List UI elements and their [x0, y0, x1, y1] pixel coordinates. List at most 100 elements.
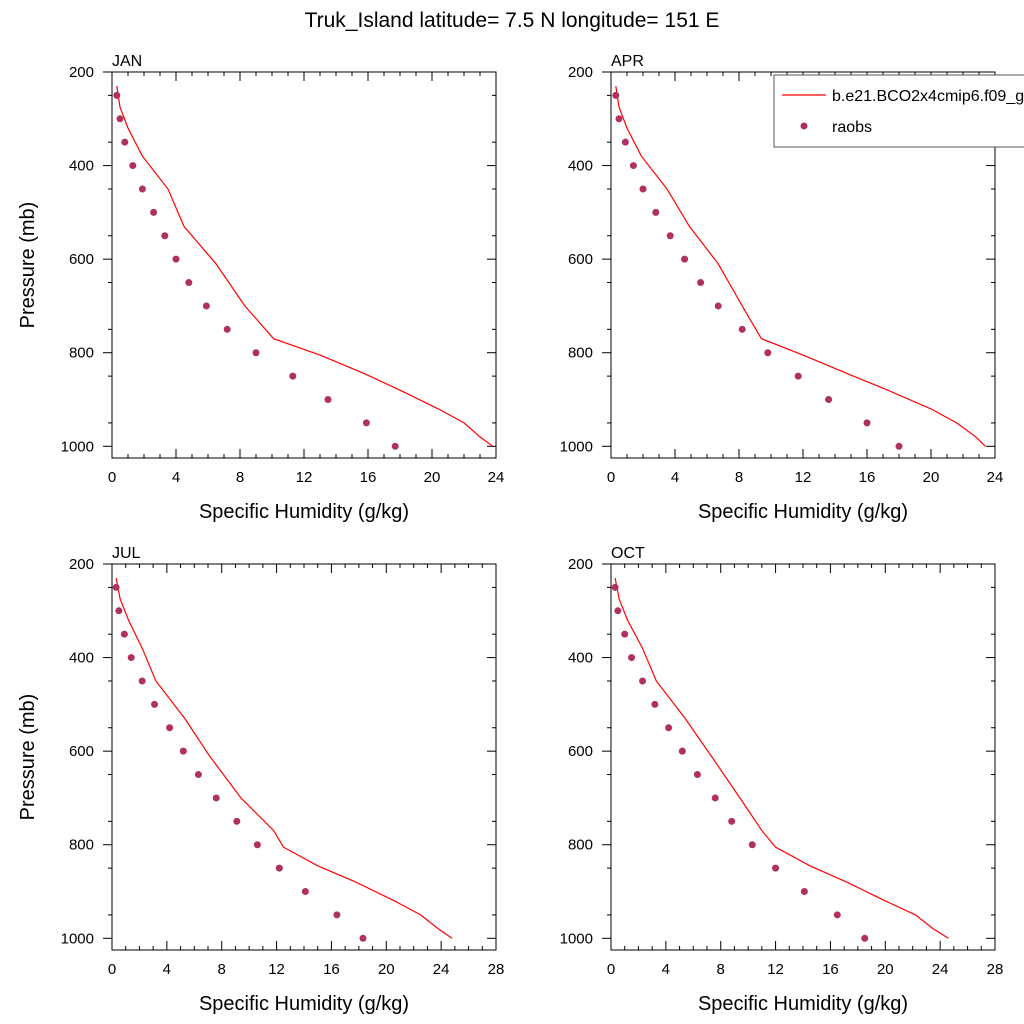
obs-point: [116, 115, 124, 123]
x-tick-label: 12: [767, 961, 784, 978]
obs-point: [711, 794, 719, 802]
y-tick-label: 800: [69, 837, 94, 854]
obs-point: [129, 162, 137, 170]
x-tick-label: 0: [108, 961, 116, 978]
y-tick-label: 600: [568, 251, 593, 268]
obs-point: [179, 747, 187, 755]
obs-point: [333, 911, 341, 919]
obs-point: [151, 700, 159, 708]
x-tick-label: 20: [424, 469, 441, 486]
obs-point: [728, 817, 736, 825]
x-tick-label: 8: [218, 961, 226, 978]
legend-obs-swatch: [800, 122, 808, 130]
obs-point: [172, 255, 180, 263]
y-tick-label: 200: [69, 556, 94, 573]
model-line: [116, 85, 494, 447]
x-tick-label: 8: [717, 961, 725, 978]
x-tick-label: 12: [296, 469, 313, 486]
obs-point: [233, 817, 241, 825]
obs-point: [772, 864, 780, 872]
x-tick-label: 20: [923, 469, 940, 486]
obs-point: [166, 724, 174, 732]
y-tick-label: 800: [69, 345, 94, 362]
obs-point: [614, 607, 622, 615]
y-tick-label: 1000: [560, 930, 593, 947]
panel-apr: APR 0 4 8 12 16 20 24 200 400 600 800 1000 Specific H…: [560, 53, 1024, 523]
obs-point: [391, 442, 399, 450]
obs-point: [212, 794, 220, 802]
x-tick-label: 12: [268, 961, 285, 978]
y-tick-label: 400: [568, 158, 593, 175]
y-tick-label: 1000: [560, 438, 593, 455]
y-tick-label: 200: [69, 64, 94, 81]
figure-title: Truk_Island latitude= 7.5 N longitude= 1…: [305, 9, 720, 32]
x-tick-label: 24: [932, 961, 949, 978]
y-axis-title: Pressure (mb): [17, 202, 39, 329]
obs-point: [863, 419, 871, 427]
obs-point: [253, 841, 261, 849]
obs-point: [629, 162, 637, 170]
obs-point: [825, 396, 833, 404]
obs-point: [678, 747, 686, 755]
obs-point: [611, 583, 619, 591]
obs-point: [202, 302, 210, 310]
obs-point: [275, 864, 283, 872]
obs-point: [748, 841, 756, 849]
x-tick-label: 4: [671, 469, 679, 486]
x-tick-label: 0: [607, 961, 615, 978]
obs-point: [895, 442, 903, 450]
x-tick-label: 12: [795, 469, 812, 486]
obs-point: [138, 677, 146, 685]
model-line: [115, 577, 453, 939]
panel-title: APR: [611, 53, 644, 70]
obs-point: [185, 279, 193, 287]
panel-title: JUL: [112, 545, 141, 562]
x-tick-label: 24: [987, 469, 1004, 486]
x-tick-label: 4: [662, 961, 670, 978]
obs-point: [115, 607, 123, 615]
obs-point: [138, 185, 146, 193]
x-tick-label: 8: [735, 469, 743, 486]
y-tick-label: 600: [568, 743, 593, 760]
x-tick-label: 20: [877, 961, 894, 978]
panel-jan: JAN 0 4 8 12 16 20 24 200 400 600 800 1000 Specific H…: [17, 53, 504, 523]
x-tick-label: 8: [236, 469, 244, 486]
legend-obs-label: raobs: [832, 119, 872, 136]
obs-point: [861, 934, 869, 942]
x-tick-label: 24: [488, 469, 505, 486]
x-tick-label: 28: [987, 961, 1004, 978]
obs-point: [652, 208, 660, 216]
model-line: [614, 577, 949, 939]
obs-point: [150, 208, 158, 216]
obs-point: [681, 255, 689, 263]
obs-point: [714, 302, 722, 310]
x-tick-label: 4: [163, 961, 171, 978]
obs-point: [764, 349, 772, 357]
obs-point: [651, 700, 659, 708]
x-tick-label: 0: [108, 469, 116, 486]
obs-point: [362, 419, 370, 427]
legend: b.e21.BCO2x4cmip6.f09_g17.CMIP6-abrupt-4…: [773, 74, 1024, 148]
obs-point: [639, 185, 647, 193]
x-tick-label: 16: [859, 469, 876, 486]
obs-point: [621, 138, 629, 146]
y-tick-label: 1000: [61, 438, 94, 455]
x-axis-title: Specific Humidity (g/kg): [698, 501, 908, 523]
obs-point: [127, 654, 135, 662]
obs-point: [324, 396, 332, 404]
obs-point: [612, 91, 620, 99]
y-tick-label: 600: [69, 743, 94, 760]
obs-point: [252, 349, 260, 357]
x-axis-title: Specific Humidity (g/kg): [698, 993, 908, 1015]
obs-point: [666, 232, 674, 240]
y-tick-label: 400: [69, 650, 94, 667]
panel-jul: JUL 0 4 8 12 16 20 24 28 200 400 600 800 1000 Specific…: [17, 545, 504, 1015]
obs-point: [693, 771, 701, 779]
x-axis-title: Specific Humidity (g/kg): [199, 993, 409, 1015]
obs-point: [800, 888, 808, 896]
panel-title: JAN: [112, 53, 142, 70]
obs-point: [628, 654, 636, 662]
y-tick-label: 1000: [61, 930, 94, 947]
